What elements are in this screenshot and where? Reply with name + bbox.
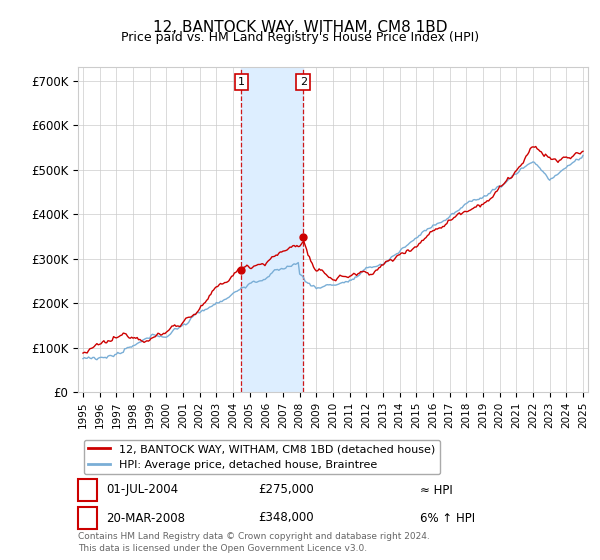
Legend: 12, BANTOCK WAY, WITHAM, CM8 1BD (detached house), HPI: Average price, detached : 12, BANTOCK WAY, WITHAM, CM8 1BD (detach…: [83, 440, 440, 474]
Text: £275,000: £275,000: [258, 483, 314, 497]
Text: 1: 1: [238, 77, 245, 87]
Bar: [241, 67, 304, 392]
Text: 20-MAR-2008: 20-MAR-2008: [106, 511, 185, 525]
Text: ≈ HPI: ≈ HPI: [420, 483, 453, 497]
Text: 2: 2: [300, 77, 307, 87]
Text: Contains HM Land Registry data © Crown copyright and database right 2024.
This d: Contains HM Land Registry data © Crown c…: [78, 532, 430, 553]
Text: 2: 2: [84, 511, 91, 525]
Text: 1: 1: [84, 483, 91, 497]
Text: 6% ↑ HPI: 6% ↑ HPI: [420, 511, 475, 525]
Text: £348,000: £348,000: [258, 511, 314, 525]
Text: Price paid vs. HM Land Registry's House Price Index (HPI): Price paid vs. HM Land Registry's House …: [121, 31, 479, 44]
Text: 12, BANTOCK WAY, WITHAM, CM8 1BD: 12, BANTOCK WAY, WITHAM, CM8 1BD: [153, 20, 447, 35]
Text: 01-JUL-2004: 01-JUL-2004: [106, 483, 178, 497]
